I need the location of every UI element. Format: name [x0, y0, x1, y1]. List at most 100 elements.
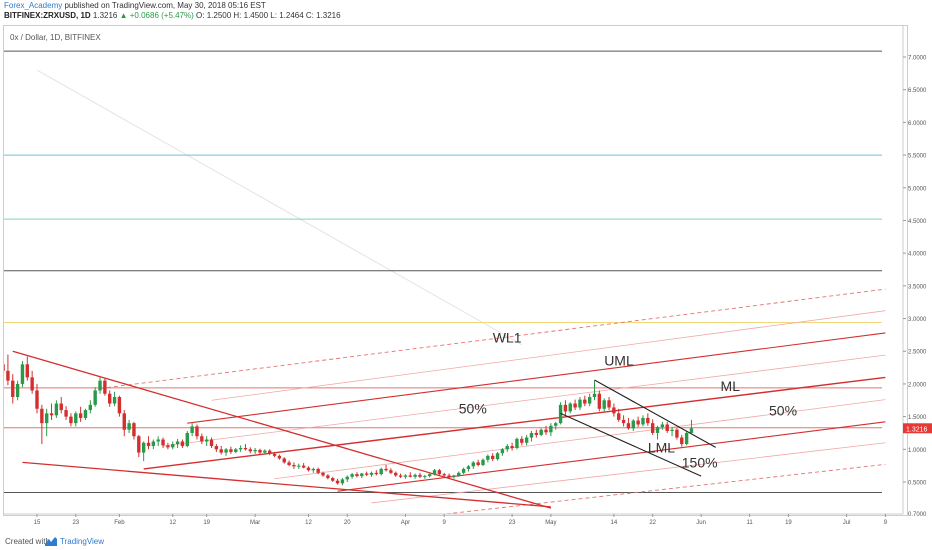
candle-body: [684, 432, 689, 445]
candle-body: [369, 472, 374, 475]
x-tick-label: 9: [443, 520, 447, 526]
candle-body: [631, 420, 635, 429]
candle-body: [447, 475, 451, 477]
x-tick-label: Apr: [401, 520, 410, 526]
publish-line: Forex_Academy published on TradingView.c…: [4, 1, 266, 10]
candle-body: [108, 393, 112, 404]
candle-body: [578, 399, 582, 408]
symbol-label: BITFINEX:ZRXUSD, 1D: [4, 11, 91, 20]
candle-body: [360, 473, 364, 477]
candle-body: [122, 413, 126, 430]
candle-body: [612, 407, 616, 414]
chart-annotation: 50%: [769, 402, 797, 418]
author-link[interactable]: Forex_Academy: [4, 1, 63, 10]
trendline: [22, 461, 551, 508]
y-tick-label: 0.5000: [908, 481, 927, 487]
y-tick-label: 6.5000: [908, 88, 927, 94]
chart-annotation: 50%: [459, 400, 487, 416]
candle-body: [200, 436, 204, 442]
candle-body: [49, 413, 54, 416]
candle-body: [544, 429, 548, 433]
candle-body: [471, 462, 476, 467]
candle-body: [287, 462, 291, 465]
candle-body: [481, 459, 485, 465]
chart-header: Forex_Academy published on TradingView.c…: [0, 0, 932, 20]
candle-body: [500, 449, 505, 454]
candle-body: [137, 436, 141, 453]
x-tick-label: 15: [34, 520, 41, 526]
candle-body: [103, 380, 107, 394]
candle-body: [238, 448, 243, 450]
candle-body: [171, 444, 175, 448]
candle-body: [374, 472, 379, 475]
x-tick-label: Feb: [114, 520, 125, 526]
candle-body: [195, 426, 199, 437]
pitchfork-line: [211, 310, 886, 401]
candle-body: [40, 408, 44, 424]
y-tick-label: 7.0000: [908, 56, 927, 62]
y-tick-label: 5.0000: [908, 186, 927, 192]
candle-body: [326, 475, 330, 479]
candle-body: [655, 427, 660, 433]
tradingview-brand-link[interactable]: TradingView: [60, 537, 105, 546]
candle-body: [311, 468, 316, 471]
candle-body: [558, 404, 563, 424]
candle-body: [112, 397, 117, 404]
candle-body: [505, 446, 509, 450]
candle-body: [476, 462, 480, 465]
candle-body: [117, 397, 122, 414]
candle-body: [4, 364, 5, 371]
faint-trendline: [36, 69, 523, 346]
candle-body: [466, 466, 471, 469]
candle-body: [156, 439, 160, 442]
channel-line: [560, 412, 702, 477]
pitchfork-line: [99, 288, 886, 389]
pitchfork-line: [143, 376, 886, 470]
candle-body: [209, 439, 214, 447]
pitchfork-line: [337, 421, 886, 492]
candle-body: [587, 397, 592, 404]
candle-body: [321, 472, 325, 476]
x-tick-label: 23: [509, 520, 516, 526]
candle-body: [650, 423, 655, 433]
candle-body: [282, 458, 286, 463]
candle-body: [689, 428, 694, 433]
candle-body: [292, 465, 296, 467]
candle-body: [520, 438, 524, 443]
candle-body: [510, 446, 514, 448]
chart-annotation: 150%: [682, 455, 718, 471]
candle-body: [539, 429, 543, 435]
candle-body: [621, 419, 626, 424]
candle-body: [432, 470, 437, 475]
candle-body: [6, 370, 10, 381]
x-tick-label: 12: [169, 520, 176, 526]
candle-body: [204, 439, 209, 442]
candle-body: [243, 448, 248, 450]
candle-body: [253, 449, 257, 452]
candle-body: [229, 449, 233, 452]
candle-body: [214, 446, 219, 450]
candle-body: [607, 400, 611, 408]
x-tick-label: 20: [344, 520, 351, 526]
candle-body: [626, 423, 631, 429]
last-price-label: 1.3216: [906, 426, 928, 433]
candle-body: [185, 432, 189, 447]
chart-annotation: WL1: [493, 330, 522, 346]
candle-body: [166, 445, 170, 448]
candle-body: [127, 423, 131, 430]
candle-body: [331, 478, 335, 481]
candle-body: [534, 432, 539, 435]
y-tick-label: 3.0000: [908, 317, 927, 323]
last-price-tag: [903, 423, 932, 434]
chart-annotation: ML: [721, 378, 741, 394]
candle-body: [335, 480, 340, 484]
candle-body: [267, 450, 272, 454]
plot-area: WL1 UML ML 50% 50% LML 150%: [4, 50, 886, 514]
y-tick-label: 2.0000: [908, 382, 927, 388]
x-tick-label: 9: [884, 520, 888, 526]
candle-body: [413, 474, 417, 477]
candle-body: [490, 455, 495, 460]
x-tick-label: Mar: [250, 520, 260, 526]
candle-body: [11, 380, 15, 397]
